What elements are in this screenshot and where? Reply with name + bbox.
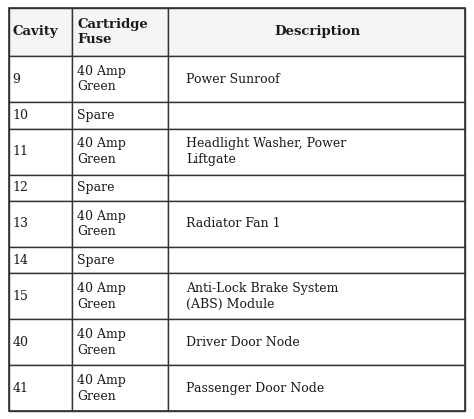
Bar bbox=[9, 319, 72, 365]
Bar bbox=[72, 56, 168, 102]
Bar bbox=[168, 129, 465, 175]
Text: 40 Amp
Green: 40 Amp Green bbox=[77, 65, 126, 93]
Bar bbox=[168, 102, 465, 129]
Bar bbox=[72, 273, 168, 319]
Bar bbox=[72, 319, 168, 365]
Text: 41: 41 bbox=[12, 382, 28, 395]
Bar bbox=[168, 273, 465, 319]
Bar bbox=[72, 129, 168, 175]
Bar bbox=[168, 56, 465, 102]
Bar bbox=[168, 175, 465, 201]
Text: 40 Amp
Green: 40 Amp Green bbox=[77, 137, 126, 166]
Bar bbox=[72, 102, 168, 129]
Bar bbox=[9, 365, 72, 411]
Bar bbox=[9, 56, 72, 102]
Text: 12: 12 bbox=[12, 181, 28, 194]
Text: Spare: Spare bbox=[77, 109, 115, 122]
Bar bbox=[168, 365, 465, 411]
Text: Power Sunroof: Power Sunroof bbox=[186, 73, 280, 86]
Text: Driver Door Node: Driver Door Node bbox=[186, 336, 300, 349]
Text: 11: 11 bbox=[12, 145, 28, 158]
Bar bbox=[72, 175, 168, 201]
Bar bbox=[168, 201, 465, 247]
Bar bbox=[9, 201, 72, 247]
Bar bbox=[9, 247, 72, 273]
Text: 13: 13 bbox=[12, 217, 28, 230]
Text: Spare: Spare bbox=[77, 181, 115, 194]
Text: 40 Amp
Green: 40 Amp Green bbox=[77, 210, 126, 238]
Text: Radiator Fan 1: Radiator Fan 1 bbox=[186, 217, 281, 230]
Bar bbox=[168, 247, 465, 273]
Bar bbox=[9, 129, 72, 175]
Text: Passenger Door Node: Passenger Door Node bbox=[186, 382, 325, 395]
Text: Description: Description bbox=[274, 26, 360, 39]
Bar bbox=[72, 247, 168, 273]
Text: 10: 10 bbox=[12, 109, 28, 122]
Text: Headlight Washer, Power
Liftgate: Headlight Washer, Power Liftgate bbox=[186, 137, 346, 166]
Bar bbox=[168, 8, 465, 56]
Text: Cartridge
Fuse: Cartridge Fuse bbox=[77, 18, 148, 46]
Text: Cavity: Cavity bbox=[12, 26, 58, 39]
Text: 40: 40 bbox=[12, 336, 28, 349]
Bar bbox=[9, 175, 72, 201]
Text: Anti-Lock Brake System
(ABS) Module: Anti-Lock Brake System (ABS) Module bbox=[186, 282, 338, 310]
Bar bbox=[9, 8, 72, 56]
Text: 40 Amp
Green: 40 Amp Green bbox=[77, 282, 126, 310]
Text: 40 Amp
Green: 40 Amp Green bbox=[77, 374, 126, 403]
Text: 14: 14 bbox=[12, 253, 28, 266]
Bar bbox=[72, 365, 168, 411]
Text: 9: 9 bbox=[12, 73, 20, 86]
Text: Spare: Spare bbox=[77, 253, 115, 266]
Text: 40 Amp
Green: 40 Amp Green bbox=[77, 328, 126, 357]
Bar bbox=[9, 102, 72, 129]
Bar bbox=[72, 201, 168, 247]
Text: 15: 15 bbox=[12, 290, 28, 303]
Bar bbox=[9, 273, 72, 319]
Bar bbox=[168, 319, 465, 365]
Bar bbox=[72, 8, 168, 56]
